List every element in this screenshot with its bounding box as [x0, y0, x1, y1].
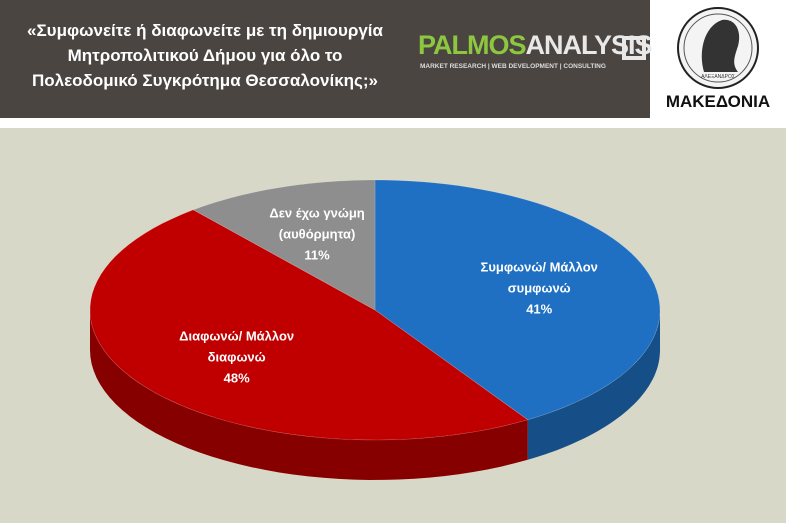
logo-text: ANALYSIS [525, 30, 653, 60]
coin-head [701, 19, 740, 72]
category-label: Συμφωνώ/ Μάλλον συμφωνώ [480, 259, 598, 295]
slice [192, 179, 376, 311]
coin [677, 7, 759, 89]
chart [89, 179, 661, 480]
category-label: Διαφωνώ/ Μάλλον διαφωνώ [179, 328, 295, 365]
value-label: 11% [304, 247, 330, 263]
company-logo: PALMOSANALYSIS [418, 30, 653, 61]
header: «Συμφωνείτε ή διαφωνείτε με τη δημιουργί… [0, 0, 653, 118]
slice [89, 209, 529, 441]
newspaper-name: ΜΑΚΕΔΟΝΙΑ [665, 92, 771, 111]
slice-label: Δεν έχω γνώμη (αυθόρμητα) 11% [269, 203, 364, 266]
slice-side [90, 310, 528, 480]
category-label: Δεν έχω γνώμη (αυθόρμητα) [269, 205, 365, 242]
value-label: 41% [526, 301, 553, 316]
slice-side [527, 310, 660, 460]
logo-tagline: MARKET RESEARCH | WEB DEVELOPMENT | CONS… [420, 63, 606, 70]
logo-icon [622, 36, 646, 60]
chart-area: Συμφωνώ/ Μάλλον συμφωνώ 41% Διαφωνώ/ Μάλλο… [0, 128, 786, 523]
logo-text: PALMOS [418, 30, 526, 60]
slice-label: Διαφωνώ/ Μάλλον διαφωνώ 48% [179, 326, 294, 389]
slice-label: Συμφωνώ/ Μάλλον συμφωνώ 41% [481, 256, 598, 319]
newspaper-logo: ΑΛΕΞΑΝΔΡΟΣ ΜΑΚΕΔΟΝΙΑ [654, 2, 782, 116]
coin-inner [683, 13, 753, 83]
slice [374, 179, 661, 421]
value-label: 48% [223, 370, 250, 386]
question-title: «Συμφωνείτε ή διαφωνείτε με τη δημιουργί… [27, 21, 383, 90]
coin-text: ΑΛΕΞΑΝΔΡΟΣ [701, 74, 735, 80]
